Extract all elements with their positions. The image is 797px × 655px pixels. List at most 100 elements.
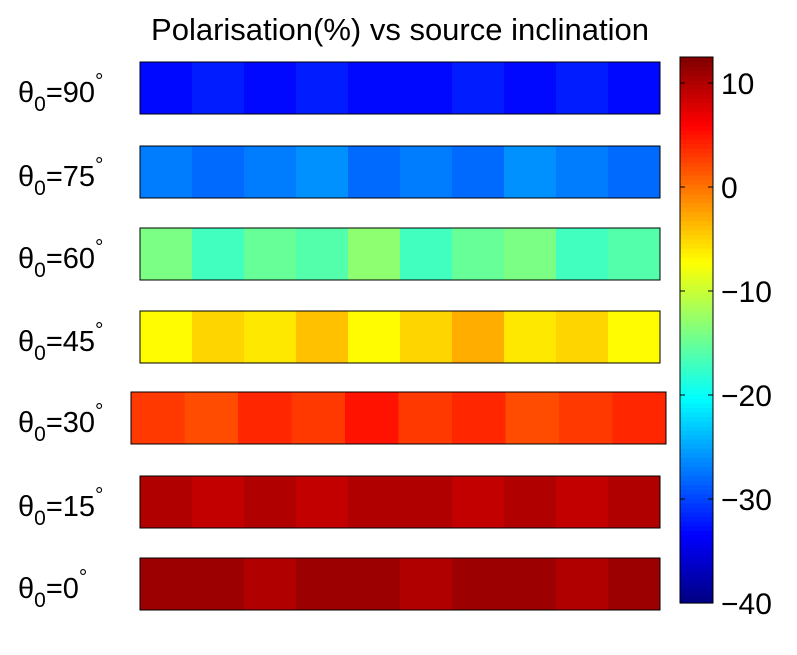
heat-cell xyxy=(452,62,505,114)
heat-cell xyxy=(244,146,297,198)
colorbar-slice xyxy=(680,366,713,372)
colorbar-slice xyxy=(680,107,713,113)
colorbar-slice xyxy=(680,334,713,340)
colorbar-slice xyxy=(680,161,713,167)
colorbar-tick-label: −40 xyxy=(721,588,772,621)
colorbar-slice xyxy=(680,179,713,185)
colorbar-slice xyxy=(680,507,713,513)
colorbar-slice xyxy=(680,66,713,72)
colorbar-slice xyxy=(680,548,713,554)
colorbar-slice xyxy=(680,211,713,217)
colorbar-slice xyxy=(680,457,713,463)
colorbar-slice xyxy=(680,234,713,240)
row-label: θ0=15° xyxy=(18,484,103,530)
heat-cell xyxy=(556,558,609,610)
colorbar-slice xyxy=(680,471,713,477)
heat-cell xyxy=(140,311,193,363)
colorbar-slice xyxy=(680,502,713,509)
colorbar-slice xyxy=(680,148,713,154)
heat-cell xyxy=(296,228,349,280)
heat-cell xyxy=(192,146,245,198)
colorbar-slice xyxy=(680,575,713,581)
colorbar-slice xyxy=(680,443,713,449)
strip-frame xyxy=(139,145,661,199)
colorbar-slice xyxy=(680,384,713,390)
colorbar-tick-label: −20 xyxy=(721,380,772,413)
colorbar-slice xyxy=(680,475,713,481)
colorbar-tick-label: 0 xyxy=(721,172,738,205)
strip-frame xyxy=(139,310,661,364)
heat-cell xyxy=(131,392,185,444)
colorbar-slice xyxy=(680,452,713,458)
heat-cell xyxy=(556,146,609,198)
colorbar-slice xyxy=(680,166,713,172)
colorbar-slice xyxy=(680,330,713,336)
strip-frame xyxy=(139,227,661,281)
heat-cell xyxy=(348,476,401,528)
colorbar-slice xyxy=(680,448,713,454)
heat-cell xyxy=(296,62,349,114)
heat-cell xyxy=(452,146,505,198)
heat-cell xyxy=(348,558,401,610)
colorbar-slice xyxy=(680,348,713,354)
colorbar-slice xyxy=(680,370,713,377)
colorbar-slice xyxy=(680,175,713,181)
heat-cell xyxy=(452,476,505,528)
colorbar-slice xyxy=(680,134,713,140)
heat-cell xyxy=(504,311,557,363)
heat-cell xyxy=(556,476,609,528)
heat-cell xyxy=(452,311,505,363)
colorbar-slice xyxy=(680,70,713,76)
colorbar-slice xyxy=(680,320,713,327)
colorbar-slice xyxy=(680,411,713,418)
colorbar-slice xyxy=(680,61,713,67)
colorbar-slice xyxy=(680,248,713,254)
heat-cell xyxy=(452,392,506,444)
colorbar-slice xyxy=(680,439,713,445)
strip-frame xyxy=(139,475,661,529)
colorbar-slice xyxy=(680,216,713,222)
heat-cell xyxy=(192,62,245,114)
colorbar-slice xyxy=(680,516,713,522)
colorbar-slice xyxy=(680,493,713,499)
colorbar-slice xyxy=(680,425,713,431)
colorbar-tick-label: −30 xyxy=(721,484,772,517)
colorbar-slice xyxy=(680,207,713,213)
strip-frame xyxy=(139,61,661,115)
heat-cell xyxy=(348,62,401,114)
colorbar-slice xyxy=(680,375,713,381)
row-label: θ0=90° xyxy=(18,70,103,116)
heat-cell xyxy=(608,146,661,198)
colorbar-tick-label: 10 xyxy=(721,68,754,101)
row-label: θ0=45° xyxy=(18,319,103,365)
heat-cell xyxy=(296,311,349,363)
colorbar-slice xyxy=(680,416,713,422)
colorbar-slice xyxy=(680,116,713,122)
heat-cell xyxy=(140,228,193,280)
colorbar-slice xyxy=(680,261,713,267)
heat-cell xyxy=(296,476,349,528)
heat-cell xyxy=(140,558,193,610)
colorbar-slice xyxy=(680,302,713,308)
colorbar-slice xyxy=(680,402,713,408)
colorbar-slice xyxy=(680,170,713,176)
colorbar-slice xyxy=(680,298,713,304)
colorbar-slice xyxy=(680,257,713,263)
heat-cell xyxy=(192,558,245,610)
heat-cell xyxy=(556,62,609,114)
heat-cell xyxy=(238,392,292,444)
heat-cell xyxy=(244,311,297,363)
heat-cell xyxy=(608,62,661,114)
heat-cell xyxy=(192,476,245,528)
colorbar-slice xyxy=(680,97,713,104)
heat-cell xyxy=(608,228,661,280)
heat-cell xyxy=(296,146,349,198)
heat-cell xyxy=(348,311,401,363)
colorbar-slice xyxy=(680,589,713,595)
colorbar-slice xyxy=(680,239,713,245)
colorbar-slice xyxy=(680,279,713,286)
heat-cell xyxy=(400,62,453,114)
chart-title: Polarisation(%) vs source inclination xyxy=(151,12,649,47)
colorbar-slice xyxy=(680,284,713,290)
